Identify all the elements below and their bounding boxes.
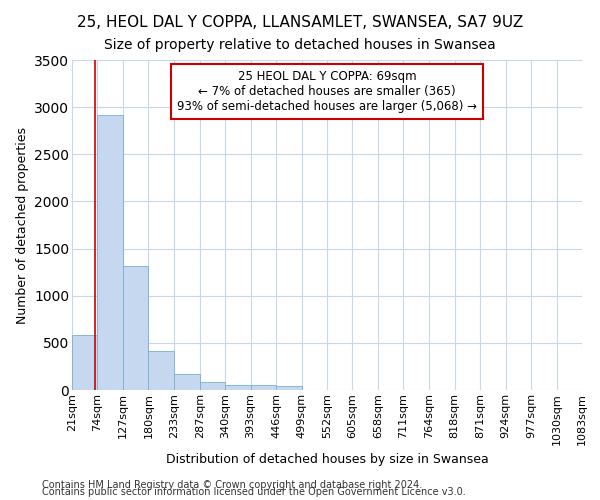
Text: Size of property relative to detached houses in Swansea: Size of property relative to detached ho… bbox=[104, 38, 496, 52]
Bar bbox=[148, 351, 174, 390]
Text: Contains public sector information licensed under the Open Government Licence v3: Contains public sector information licen… bbox=[42, 487, 466, 497]
Y-axis label: Number of detached properties: Number of detached properties bbox=[16, 126, 29, 324]
Bar bbox=[97, 114, 123, 390]
Text: 25, HEOL DAL Y COPPA, LLANSAMLET, SWANSEA, SA7 9UZ: 25, HEOL DAL Y COPPA, LLANSAMLET, SWANSE… bbox=[77, 15, 523, 30]
Bar bbox=[276, 386, 302, 390]
Bar bbox=[174, 374, 200, 390]
Bar bbox=[200, 382, 225, 390]
X-axis label: Distribution of detached houses by size in Swansea: Distribution of detached houses by size … bbox=[166, 453, 488, 466]
Bar bbox=[123, 266, 148, 390]
Text: 25 HEOL DAL Y COPPA: 69sqm
← 7% of detached houses are smaller (365)
93% of semi: 25 HEOL DAL Y COPPA: 69sqm ← 7% of detac… bbox=[177, 70, 477, 113]
Bar bbox=[225, 385, 251, 390]
Text: Contains HM Land Registry data © Crown copyright and database right 2024.: Contains HM Land Registry data © Crown c… bbox=[42, 480, 422, 490]
Bar bbox=[72, 336, 97, 390]
Bar bbox=[251, 386, 276, 390]
